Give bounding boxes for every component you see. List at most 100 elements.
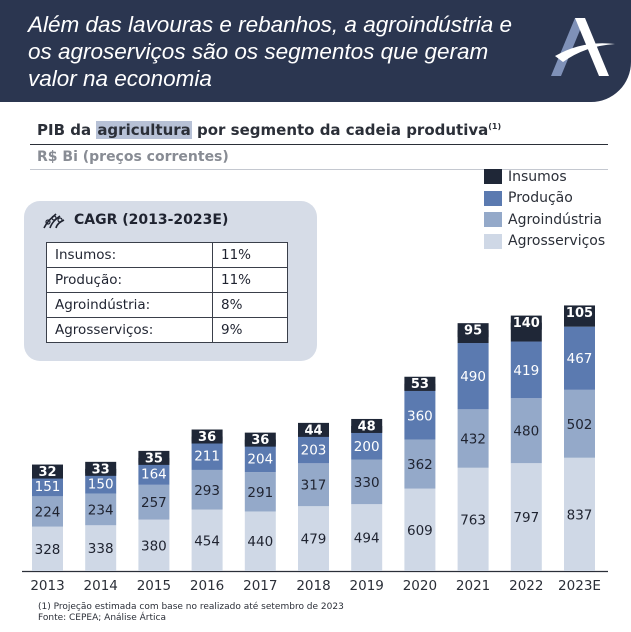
legend-swatch bbox=[484, 212, 502, 228]
cagr-label: Produção: bbox=[46, 267, 213, 293]
data-label: 140 bbox=[513, 316, 540, 331]
cagr-row: Agroindústria: 8% bbox=[46, 292, 288, 318]
x-tick-label: 2018 bbox=[296, 578, 330, 594]
data-label: 204 bbox=[247, 451, 273, 467]
bar-segment bbox=[244, 472, 276, 512]
bar-segment bbox=[510, 341, 542, 399]
bar-segment bbox=[32, 496, 63, 527]
data-label: 454 bbox=[194, 533, 220, 549]
bar-segment bbox=[244, 511, 276, 571]
company-logo-icon bbox=[551, 18, 615, 76]
bar-segment bbox=[457, 467, 489, 571]
cagr-value: 11% bbox=[212, 267, 288, 293]
header-banner: Além das lavouras e rebanhos, a agroindú… bbox=[0, 0, 631, 102]
bar-segment bbox=[404, 488, 436, 571]
data-label: 837 bbox=[567, 507, 593, 523]
footnote-projection: (1) Projeção estimada com base no realiz… bbox=[38, 602, 344, 612]
data-label: 33 bbox=[92, 462, 110, 477]
bar-segment bbox=[85, 473, 117, 494]
cagr-table: Insumos: 11% Produção: 11% Agroindústria: 8… bbox=[46, 242, 288, 343]
data-label: 95 bbox=[464, 324, 482, 339]
bar-segment bbox=[564, 326, 595, 390]
x-tick-label: 2023E bbox=[558, 578, 601, 594]
bar-segment bbox=[191, 469, 223, 510]
bar-segment bbox=[191, 509, 223, 571]
bar-label-bg bbox=[244, 432, 276, 447]
legend-label: Produção bbox=[508, 190, 573, 207]
cagr-value: 8% bbox=[212, 292, 288, 318]
bar-segment bbox=[510, 463, 542, 571]
data-label: 502 bbox=[567, 417, 593, 433]
bar-segment bbox=[138, 462, 170, 485]
data-label: 224 bbox=[35, 504, 61, 520]
bar-segment bbox=[298, 506, 329, 571]
footnote: (1) Projeção estimada com base no realiz… bbox=[38, 602, 344, 624]
bar-segment bbox=[457, 343, 489, 410]
unit-divider bbox=[30, 169, 608, 170]
x-tick-label: 2016 bbox=[190, 578, 224, 594]
data-label: 48 bbox=[358, 419, 376, 434]
cagr-label: Agrosserviços: bbox=[46, 317, 213, 343]
bar-segment bbox=[298, 435, 329, 464]
legend-label: Agroindústria bbox=[508, 211, 603, 228]
data-label: 362 bbox=[407, 457, 433, 473]
data-label: 317 bbox=[301, 478, 327, 494]
title-divider bbox=[30, 144, 608, 145]
data-label: 338 bbox=[88, 541, 114, 557]
data-label: 419 bbox=[513, 363, 539, 379]
bar-label-bg bbox=[564, 305, 595, 320]
legend-label: Agrosserviços bbox=[508, 233, 606, 250]
legend-label: Insumos bbox=[508, 168, 567, 185]
data-label: 440 bbox=[247, 534, 273, 550]
x-tick-label: 2014 bbox=[84, 578, 118, 594]
cagr-title: CAGR (2013-2023E) bbox=[42, 210, 228, 230]
cagr-row: Produção: 11% bbox=[46, 267, 288, 293]
bar-segment bbox=[351, 432, 383, 460]
bar-segment bbox=[85, 493, 117, 526]
data-label: 150 bbox=[88, 476, 114, 492]
bar-segment bbox=[404, 439, 436, 489]
bar-segment bbox=[138, 519, 170, 571]
legend-swatch bbox=[484, 190, 502, 206]
cagr-label: Agroindústria: bbox=[46, 292, 213, 318]
data-label: 164 bbox=[141, 467, 167, 483]
data-label: 35 bbox=[145, 451, 163, 466]
cagr-row: Agrosserviços: 9% bbox=[46, 317, 288, 343]
x-tick-label: 2021 bbox=[456, 578, 490, 594]
cagr-value: 11% bbox=[212, 242, 288, 268]
data-label: 380 bbox=[141, 538, 167, 554]
unit-label: R$ Bi (preços correntes) bbox=[37, 149, 229, 165]
bar-label-bg bbox=[404, 376, 436, 391]
agriculture-icon bbox=[43, 213, 65, 229]
bar-segment bbox=[457, 409, 489, 468]
data-label: 203 bbox=[301, 443, 327, 459]
data-label: 257 bbox=[141, 495, 167, 511]
bar-segment bbox=[32, 526, 63, 571]
legend-item: Agrosserviços bbox=[484, 231, 605, 253]
data-label: 797 bbox=[513, 510, 539, 526]
bar-label-bg bbox=[351, 418, 383, 433]
chart-title-highlight: agricultura bbox=[96, 121, 192, 139]
cagr-row: Insumos: 11% bbox=[46, 242, 288, 268]
data-label: 105 bbox=[566, 306, 593, 321]
legend-item: Insumos bbox=[484, 166, 605, 188]
bar-segment bbox=[298, 463, 329, 507]
legend-swatch bbox=[484, 169, 502, 185]
data-label: 479 bbox=[301, 532, 327, 548]
x-tick-label: 2022 bbox=[509, 578, 543, 594]
data-label: 211 bbox=[194, 449, 220, 465]
data-label: 36 bbox=[198, 430, 216, 445]
data-label: 480 bbox=[513, 424, 539, 440]
data-label: 200 bbox=[354, 439, 380, 455]
footnote-source: Fonte: CEPEA; Análise Ártica bbox=[38, 613, 166, 623]
x-tick-label: 2013 bbox=[30, 578, 64, 594]
data-label: 360 bbox=[407, 408, 433, 424]
data-label: 36 bbox=[251, 433, 269, 448]
bar-label-bg bbox=[510, 315, 542, 330]
legend-swatch bbox=[484, 233, 502, 249]
bar-label-bg bbox=[298, 422, 329, 437]
data-label: 53 bbox=[411, 377, 429, 392]
data-label: 490 bbox=[460, 369, 486, 385]
data-label: 291 bbox=[247, 485, 273, 501]
